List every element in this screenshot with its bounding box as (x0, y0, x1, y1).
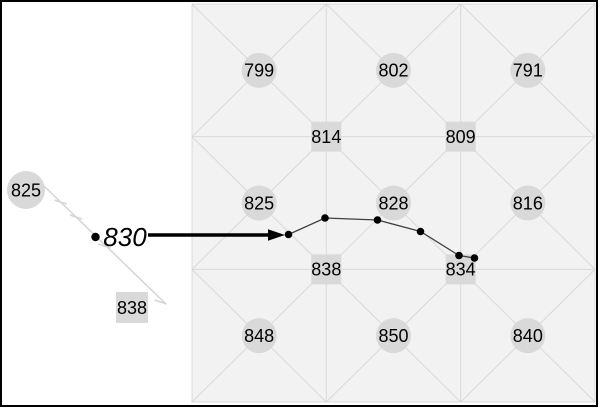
edge-value-label: 809 (446, 127, 476, 147)
cell-node-circle (376, 185, 411, 221)
cell-node-label: 816 (513, 193, 543, 213)
edge-value-square (311, 254, 342, 285)
edge-value-label: 814 (311, 127, 341, 147)
route-point-dot (470, 254, 479, 262)
cell-node-label: 825 (244, 193, 274, 213)
cell-node-circle (241, 318, 277, 354)
hachure-tick (154, 299, 167, 305)
legend-circle (7, 171, 45, 209)
cell-node-label: 840 (513, 326, 543, 346)
cell-node-circle (510, 318, 546, 354)
route-point-dot (373, 216, 382, 224)
cell-node-label: 828 (378, 193, 408, 213)
cell-node-circle (376, 318, 411, 354)
route-point-dot (455, 251, 463, 260)
edge-value-square (445, 121, 476, 152)
cell-node-circle (241, 52, 277, 88)
cell-node-circle (510, 185, 546, 221)
route-point-dot (416, 227, 425, 236)
start-point-dot (91, 232, 100, 242)
cell-node-label: 802 (378, 61, 408, 81)
hachure-tick (98, 243, 111, 249)
hachure-line (43, 185, 167, 305)
hachure-tick (69, 214, 83, 220)
hachure-tick (54, 199, 67, 205)
cell-node-label: 850 (378, 326, 408, 346)
legend-square-label: 838 (117, 298, 147, 318)
route-point-dot (321, 214, 329, 222)
legend-circle-label: 825 (11, 180, 41, 200)
cell-node-circle (510, 52, 546, 88)
edge-value-square (445, 254, 476, 285)
cell-node-label: 791 (513, 61, 543, 81)
start-point-label: 830 (103, 222, 147, 252)
pointer-arrowhead (268, 229, 285, 241)
cell-node-circle (376, 52, 411, 88)
edge-value-square (311, 121, 342, 152)
edge-value-label: 834 (446, 260, 476, 280)
route-point-dot (284, 230, 293, 239)
cell-node-circle (241, 185, 277, 221)
edge-value-label: 838 (311, 260, 341, 280)
legend-square (116, 292, 148, 323)
cell-node-label: 799 (244, 61, 274, 81)
cell-node-label: 848 (244, 326, 274, 346)
